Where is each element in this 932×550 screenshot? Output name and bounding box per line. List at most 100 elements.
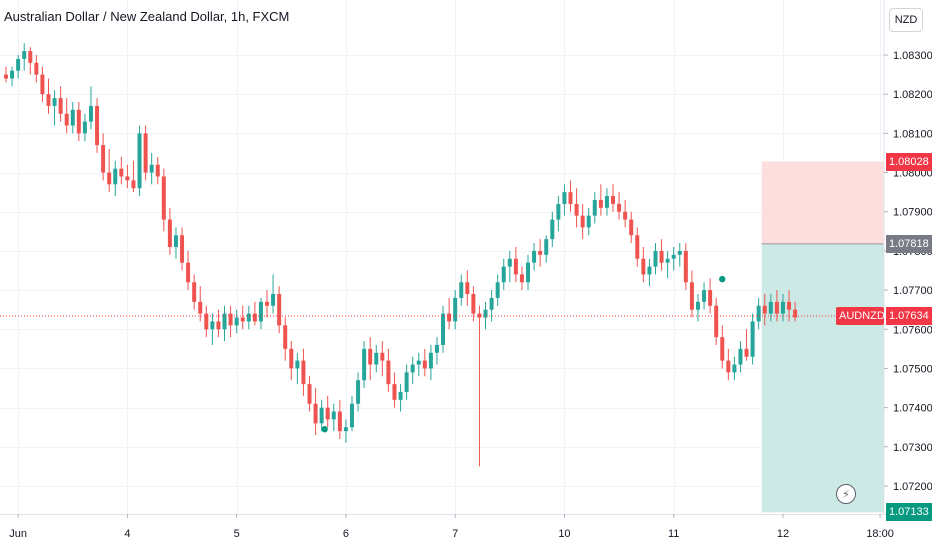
- candle-body: [216, 321, 221, 330]
- candle-body: [501, 266, 506, 283]
- candle-body: [107, 172, 112, 185]
- candle-body: [186, 262, 191, 283]
- candle-body: [343, 427, 348, 432]
- price-tick-label: 1.07600: [893, 324, 932, 336]
- candle-body: [538, 250, 543, 255]
- candle-body: [137, 133, 142, 189]
- candle-body: [762, 305, 767, 314]
- candle-body: [374, 352, 379, 365]
- time-tick-label: 11: [668, 528, 679, 540]
- candle-body: [58, 98, 63, 114]
- candle-body: [453, 297, 458, 322]
- candle-body: [64, 113, 69, 126]
- time-tick-label: Jun: [9, 528, 27, 540]
- candle-body: [428, 352, 433, 369]
- candle-body: [277, 294, 282, 326]
- candle-body: [677, 250, 682, 255]
- candle-body: [161, 176, 166, 220]
- candle-body: [149, 164, 154, 173]
- candle-body: [774, 301, 779, 314]
- time-tick-label: 6: [343, 528, 349, 540]
- candle-body: [10, 70, 15, 79]
- candle-body: [228, 313, 233, 326]
- candle-body: [787, 301, 792, 310]
- candle-body: [356, 380, 361, 404]
- candle-body: [337, 411, 342, 432]
- time-tick-label: 5: [234, 528, 240, 540]
- candle-body: [580, 215, 585, 228]
- candle-body: [465, 282, 470, 295]
- candle-body: [113, 168, 118, 185]
- candle-body: [70, 109, 75, 126]
- candle-body: [641, 258, 646, 275]
- candle-body: [155, 164, 160, 177]
- candle-body: [88, 105, 93, 122]
- candle-body: [4, 74, 8, 79]
- price-tick-label: 1.08300: [893, 50, 932, 62]
- candle-body: [471, 294, 476, 314]
- price-tick-label: 1.07700: [893, 285, 932, 297]
- stop-loss-zone: [761, 161, 884, 244]
- candle-body: [562, 192, 567, 204]
- candle-body: [313, 403, 318, 424]
- candle-body: [283, 325, 288, 349]
- candle-body: [416, 360, 421, 365]
- candle-body: [695, 301, 700, 310]
- candle-body: [665, 258, 670, 263]
- candle-body: [556, 203, 561, 220]
- currency-button[interactable]: NZD: [889, 8, 923, 32]
- candle-body: [16, 58, 21, 71]
- candle-body: [714, 305, 719, 338]
- candle-body: [459, 282, 464, 298]
- candle-body: [750, 321, 755, 357]
- zap-icon[interactable]: ⚡: [836, 484, 856, 504]
- candle-body: [46, 94, 51, 106]
- price-tick-label: 1.07200: [893, 481, 932, 493]
- candle-body: [192, 282, 197, 302]
- candle-body: [604, 196, 609, 208]
- candle-body: [586, 215, 591, 228]
- candle-body: [659, 250, 664, 263]
- candle-body: [125, 176, 130, 181]
- candle-body: [635, 235, 640, 259]
- candle-body: [689, 282, 694, 310]
- target-price-tag: 1.07133: [886, 503, 932, 522]
- candle-body: [368, 348, 373, 365]
- candle-body: [271, 294, 276, 306]
- time-axis[interactable]: Jun 4 5 6 7 10 11 12 18:00: [9, 514, 894, 540]
- candle-body: [28, 51, 33, 63]
- candle-body: [325, 407, 330, 420]
- candle-body: [34, 62, 39, 75]
- price-tick-label: 1.07900: [893, 207, 932, 219]
- candle-body: [331, 411, 336, 420]
- candle-body: [477, 313, 482, 318]
- candle-body: [295, 360, 300, 369]
- candle-body: [647, 266, 652, 275]
- candle-body: [52, 98, 57, 106]
- candle-body: [574, 203, 579, 216]
- candle-body: [544, 239, 549, 255]
- candle-body: [756, 305, 761, 322]
- candle-body: [489, 297, 494, 310]
- candle-body: [780, 301, 785, 314]
- candle-body: [768, 301, 773, 314]
- candle-body: [568, 192, 573, 204]
- price-tick-label: 1.08200: [893, 89, 932, 101]
- event-markers: [321, 275, 726, 433]
- candle-body: [434, 344, 439, 353]
- price-tick-label: 1.07400: [893, 403, 932, 415]
- candle-body: [349, 403, 354, 428]
- time-tick-label: 18:00: [866, 528, 894, 540]
- candle-body: [301, 360, 306, 385]
- candle-body: [483, 309, 488, 318]
- time-tick-label: 12: [777, 528, 789, 540]
- candle-body: [119, 168, 124, 177]
- candle-body: [404, 372, 409, 392]
- candle-body: [532, 250, 537, 263]
- candle-body: [95, 105, 100, 146]
- candle-body: [258, 301, 263, 322]
- candle-body: [793, 309, 798, 318]
- candle-body: [726, 360, 731, 373]
- time-tick-label: 10: [558, 528, 570, 540]
